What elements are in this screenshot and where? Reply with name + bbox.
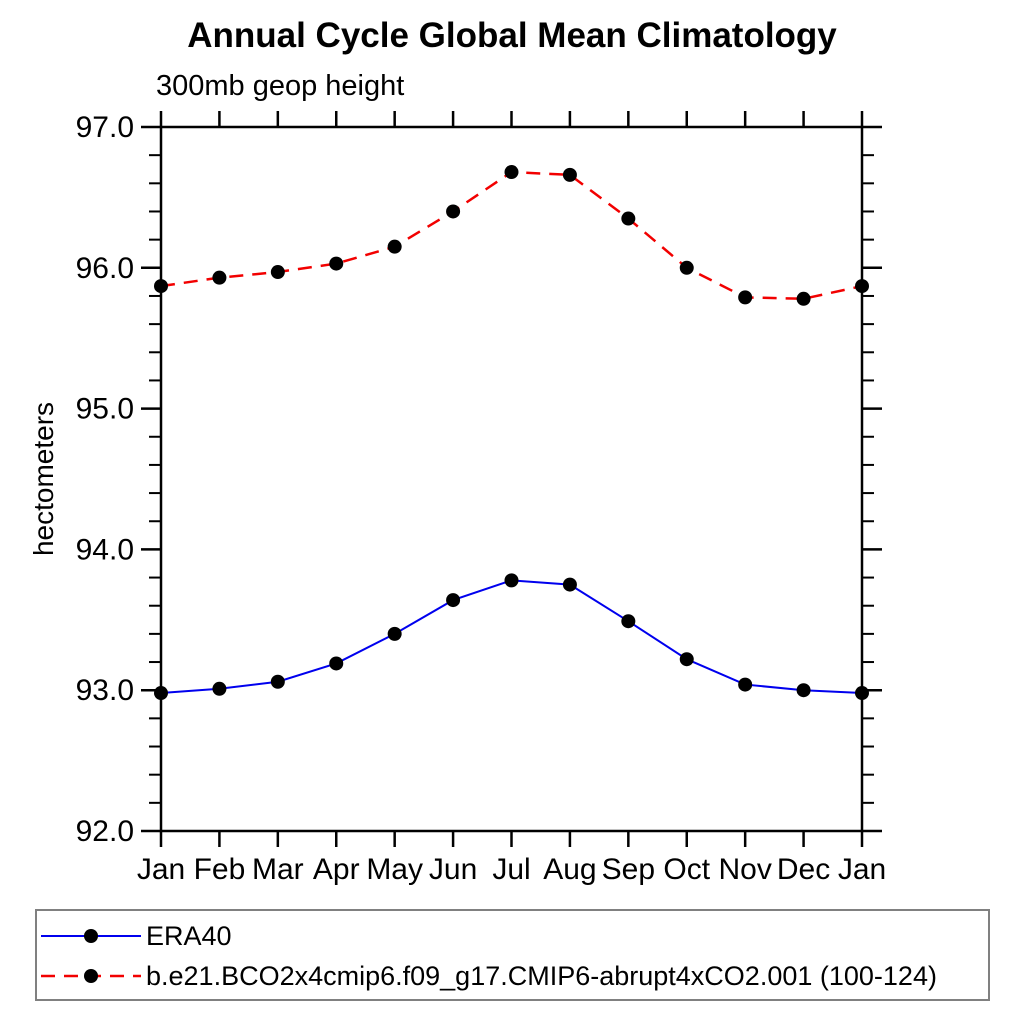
data-point-marker	[504, 573, 519, 588]
x-tick-label: Jan	[838, 853, 886, 886]
data-point-marker	[446, 204, 461, 219]
data-point-marker	[329, 656, 344, 671]
data-point-marker	[621, 211, 636, 226]
y-tick-label: 94.0	[76, 533, 134, 566]
y-tick-label: 97.0	[76, 111, 134, 144]
x-tick-label: Aug	[543, 853, 596, 886]
data-point-marker	[270, 674, 285, 689]
legend-sample-dashed-line-icon	[41, 969, 141, 983]
legend-box: ERA40 b.e21.BCO2x4cmip6.f09_g17.CMIP6-ab…	[35, 909, 990, 1001]
series-line-1	[160, 170, 863, 301]
data-point-marker	[504, 165, 519, 180]
legend-sample-solid-line-icon	[41, 929, 141, 943]
data-point-marker	[329, 256, 344, 271]
data-point-marker	[621, 614, 636, 629]
x-tick-label: Nov	[718, 853, 771, 886]
data-point-marker	[212, 270, 227, 285]
data-point-marker	[796, 291, 811, 306]
data-point-marker	[154, 686, 168, 701]
data-point-marker	[796, 683, 811, 698]
x-tick-label: Jan	[137, 853, 185, 886]
data-point-marker	[154, 279, 168, 294]
chart-title: Annual Cycle Global Mean Climatology	[187, 16, 837, 55]
data-point-marker	[855, 686, 869, 701]
data-point-marker	[679, 260, 694, 275]
y-axis-label: hectometers	[28, 401, 59, 557]
x-tick-label: Jul	[492, 853, 530, 886]
data-point-marker	[562, 167, 577, 182]
legend-label-abrupt4xco2: b.e21.BCO2x4cmip6.f09_g17.CMIP6-abrupt4x…	[146, 960, 937, 991]
x-tick-label: May	[366, 853, 423, 886]
x-tick-label: Jun	[429, 853, 477, 886]
y-tick-label: 96.0	[76, 252, 134, 285]
legend-item-abrupt4xco2: b.e21.BCO2x4cmip6.f09_g17.CMIP6-abrupt4x…	[38, 957, 937, 995]
data-point-marker	[738, 290, 753, 305]
legend-label-era40: ERA40	[146, 920, 232, 951]
y-tick-label: 93.0	[76, 674, 134, 707]
legend-item-era40: ERA40	[38, 917, 232, 955]
y-tick-label: 92.0	[76, 815, 134, 848]
data-point-marker	[212, 681, 227, 696]
data-point-marker	[270, 265, 285, 280]
data-point-marker	[562, 577, 577, 592]
data-point-marker	[387, 626, 402, 641]
data-point-marker	[446, 593, 461, 608]
y-tick-label: 95.0	[76, 393, 134, 426]
chart-subtitle: 300mb geop height	[156, 70, 405, 102]
data-point-marker	[679, 652, 694, 667]
x-tick-label: Mar	[252, 853, 304, 886]
x-tick-label: Apr	[313, 853, 360, 886]
plot-frame	[159, 125, 864, 833]
x-tick-label: Dec	[777, 853, 830, 886]
x-tick-label: Sep	[602, 853, 655, 886]
series-line-0	[160, 579, 863, 695]
data-point-marker	[855, 279, 869, 294]
data-point-marker	[387, 239, 402, 254]
data-point-marker	[738, 677, 753, 692]
x-tick-label: Feb	[194, 853, 246, 886]
x-tick-label: Oct	[663, 853, 710, 886]
